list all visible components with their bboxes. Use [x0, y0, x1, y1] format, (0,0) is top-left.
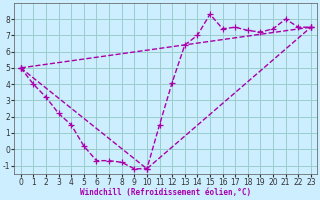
X-axis label: Windchill (Refroidissement éolien,°C): Windchill (Refroidissement éolien,°C) [80, 188, 252, 197]
